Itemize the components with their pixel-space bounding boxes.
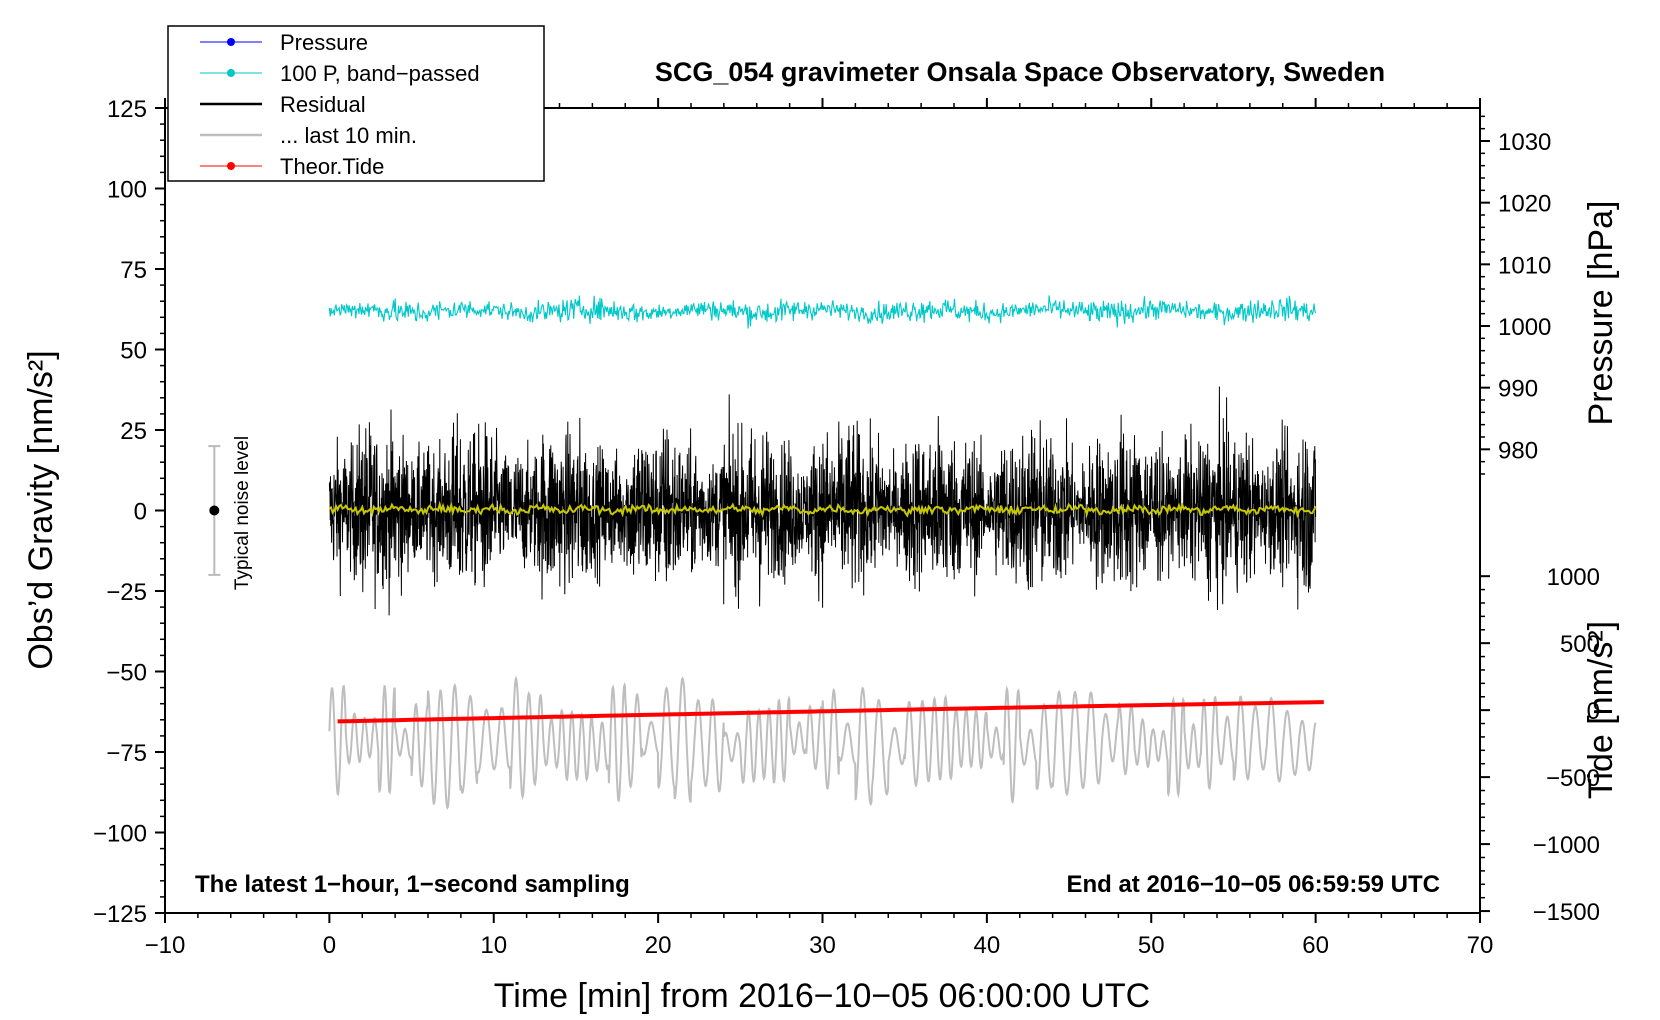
y-tick-left-label: −100 [93, 821, 147, 848]
annotation-end-time: End at 2016−10−05 06:59:59 UTC [1066, 871, 1440, 898]
legend-label: Residual [280, 92, 366, 117]
x-tick-label: 20 [645, 932, 672, 959]
legend-label: ... last 10 min. [280, 123, 417, 148]
x-tick-label: 70 [1467, 932, 1494, 959]
ticks-layer: −10 0 10 20 30 40 50 60 701251007550250−25−50−75… [93, 96, 1600, 959]
legend-item: Residual [200, 92, 366, 117]
y-tick-pressure-label: 980 [1498, 437, 1538, 464]
x-tick-label: 40 [974, 932, 1001, 959]
y-tick-left-label: −50 [106, 660, 147, 687]
legend-label: Theor.Tide [280, 154, 384, 179]
series-pressure-bandpassed-line [328, 295, 1317, 329]
y-axis-tide-label: Tide [nm/s²] [1582, 621, 1620, 799]
y-tick-left-label: −125 [93, 901, 147, 928]
legend-items: Pressure 100 P, band−passed Residual ... la… [200, 30, 480, 179]
legend-label: Pressure [280, 30, 368, 55]
y-tick-tide-label: −1000 [1533, 832, 1600, 859]
series-residual-line [328, 386, 1317, 616]
y-tick-tide-label: 0 [1587, 698, 1600, 725]
x-tick-label: −10 [145, 932, 186, 959]
y-axis-left-label: Obs’d Gravity [nm/s²] [22, 350, 60, 669]
y-tick-pressure-label: 1010 [1498, 252, 1551, 279]
x-tick-label: 10 [480, 932, 507, 959]
legend-item: Theor.Tide [200, 154, 384, 179]
y-tick-pressure-label: 1030 [1498, 129, 1551, 156]
y-axis-pressure-label: Pressure [hPa] [1582, 201, 1620, 426]
y-tick-left-label: 50 [120, 338, 147, 365]
annotation-sampling: The latest 1−hour, 1−second sampling [195, 871, 630, 898]
y-tick-left-label: 125 [107, 96, 147, 123]
y-tick-tide-label: −500 [1546, 765, 1600, 792]
legend-label: 100 P, band−passed [280, 61, 480, 86]
y-tick-pressure-label: 990 [1498, 376, 1538, 403]
legend-swatch-marker [227, 162, 235, 170]
x-tick-label: 60 [1302, 932, 1329, 959]
x-axis-label: Time [min] from 2016−10−05 06:00:00 UTC [494, 977, 1150, 1015]
x-tick-label: 0 [323, 932, 336, 959]
y-tick-left-label: −75 [106, 740, 147, 767]
legend-item: ... last 10 min. [200, 123, 417, 148]
noise-level-indicator: Typical noise level [208, 436, 253, 590]
noise-level-center-dot [209, 505, 220, 516]
series-residual-smoothed-line [328, 500, 1317, 519]
y-tick-left-label: 25 [120, 418, 147, 445]
series-layer [328, 295, 1324, 811]
y-tick-left-label: 0 [134, 499, 147, 526]
noise-level-label: Typical noise level [232, 436, 253, 590]
y-tick-tide-label: −1500 [1533, 899, 1600, 926]
legend: Pressure 100 P, band−passed Residual ... la… [167, 25, 545, 182]
y-tick-tide-label: 500 [1560, 631, 1600, 658]
chart-title: SCG_054 gravimeter Onsala Space Observat… [655, 57, 1385, 87]
y-tick-left-label: 100 [107, 177, 147, 204]
series-theor-tide-line [337, 700, 1324, 724]
legend-item: Pressure [200, 30, 368, 55]
legend-item: 100 P, band−passed [200, 61, 480, 86]
legend-swatch-marker [227, 69, 235, 77]
y-tick-left-label: −25 [106, 579, 147, 606]
y-tick-tide-label: 1000 [1547, 564, 1600, 591]
legend-swatch-marker [227, 38, 235, 46]
y-tick-pressure-label: 1020 [1498, 191, 1551, 218]
x-tick-label: 50 [1138, 932, 1165, 959]
series-last-10-min-line [328, 675, 1317, 811]
y-tick-left-label: 75 [120, 257, 147, 284]
y-tick-pressure-label: 1000 [1498, 314, 1551, 341]
x-tick-label: 30 [809, 932, 836, 959]
